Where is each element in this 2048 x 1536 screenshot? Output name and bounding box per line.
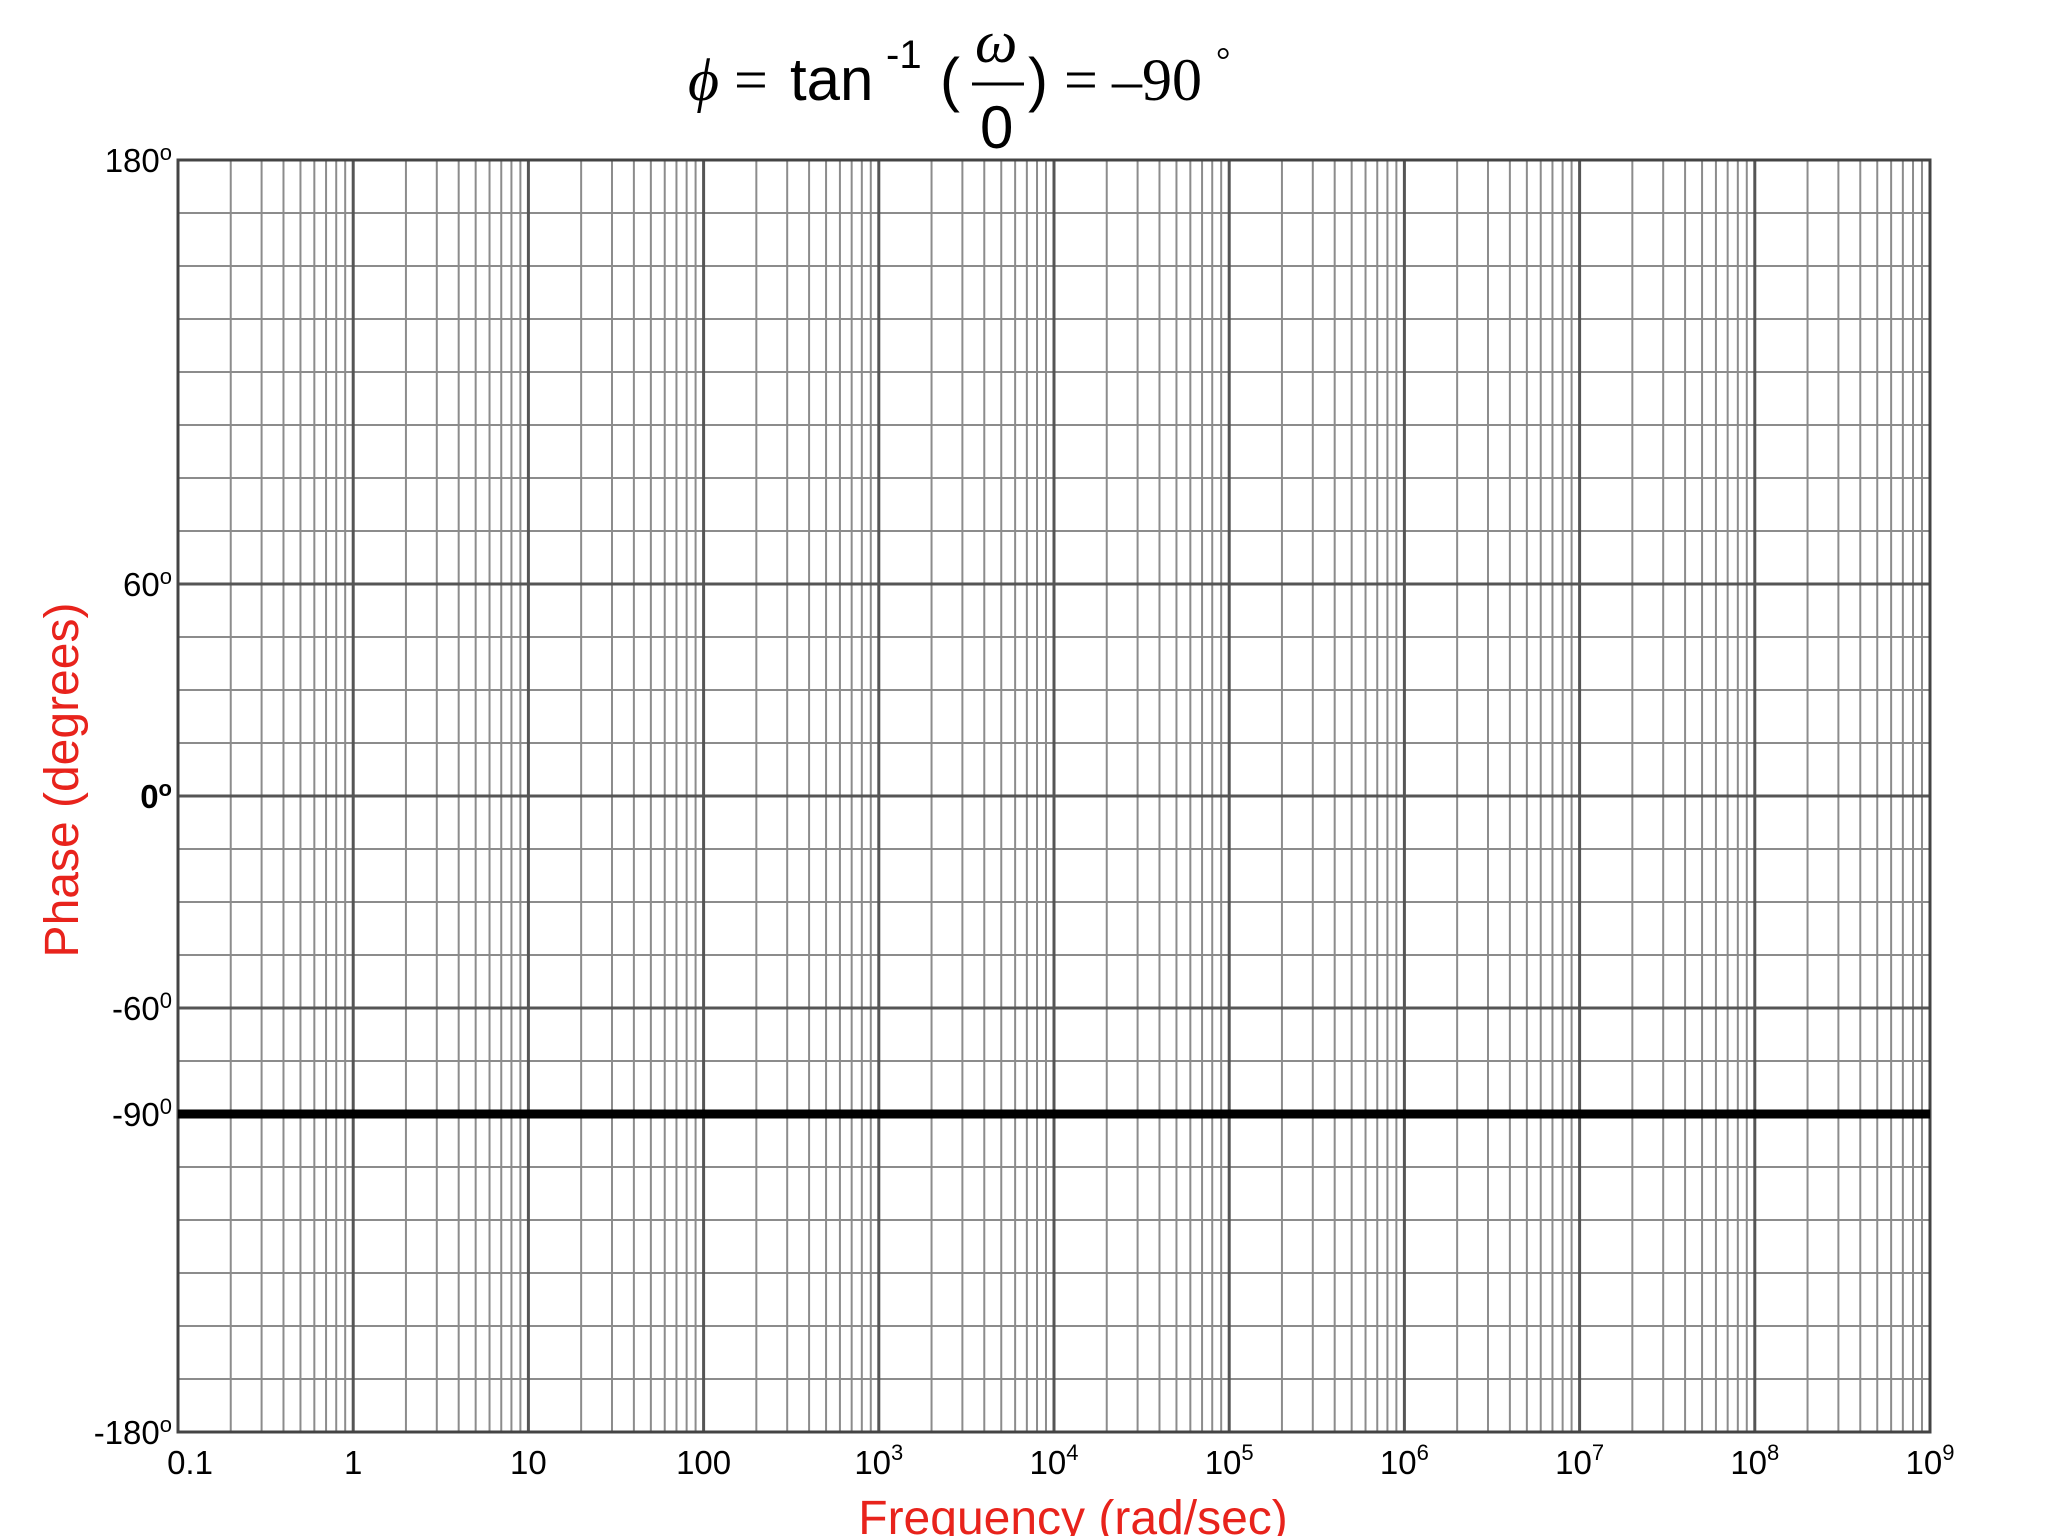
title-close-paren: ) (1028, 46, 1048, 113)
title-tan: tan (790, 46, 873, 113)
title-phi: ϕ (688, 47, 719, 113)
grid-major (176, 158, 1932, 1434)
title-equals-2: = (1064, 47, 1098, 113)
y-tick-label: -180o (94, 1412, 172, 1451)
x-tick-label: 104 (1030, 1440, 1079, 1481)
plot-frame (176, 158, 1932, 1434)
x-axis-label: Frequency (rad/sec) (858, 1492, 1288, 1536)
y-tick-label: 0o (140, 776, 172, 815)
title-numerator: ω (975, 9, 1017, 75)
x-tick-label: 100 (676, 1444, 731, 1481)
x-tick-label: 105 (1205, 1440, 1254, 1481)
x-tick-label: 1 (344, 1444, 362, 1481)
title-degree: ° (1216, 40, 1230, 80)
y-axis-label: Phase (degrees) (36, 603, 89, 958)
x-tick-labels: 0.1 1 10 100 103 104 105 106 107 108 109 (167, 1440, 1954, 1481)
x-tick-label: 107 (1555, 1440, 1604, 1481)
y-tick-label: 180o (105, 140, 172, 179)
title-denominator: 0 (980, 94, 1013, 161)
y-tick-labels: 180o 60o 0o -600 -900 -180o (94, 140, 172, 1451)
title-equation: ϕ = tan -1 ( ω 0 ) = –90 ° (688, 9, 1230, 161)
y-tick-label: -900 (112, 1094, 172, 1133)
title-inverse: -1 (886, 33, 922, 77)
y-tick-label: 60o (123, 564, 172, 603)
x-tick-label: 0.1 (167, 1444, 213, 1481)
x-tick-label: 10 (510, 1444, 547, 1481)
title-result: –90 (1111, 47, 1202, 113)
title-equals: = (734, 47, 768, 113)
y-tick-label: -600 (112, 988, 172, 1027)
title-open-paren: ( (940, 46, 960, 113)
x-tick-label: 106 (1380, 1440, 1429, 1481)
x-tick-label: 109 (1906, 1440, 1955, 1481)
x-tick-label: 108 (1730, 1440, 1779, 1481)
x-tick-label: 103 (854, 1440, 903, 1481)
